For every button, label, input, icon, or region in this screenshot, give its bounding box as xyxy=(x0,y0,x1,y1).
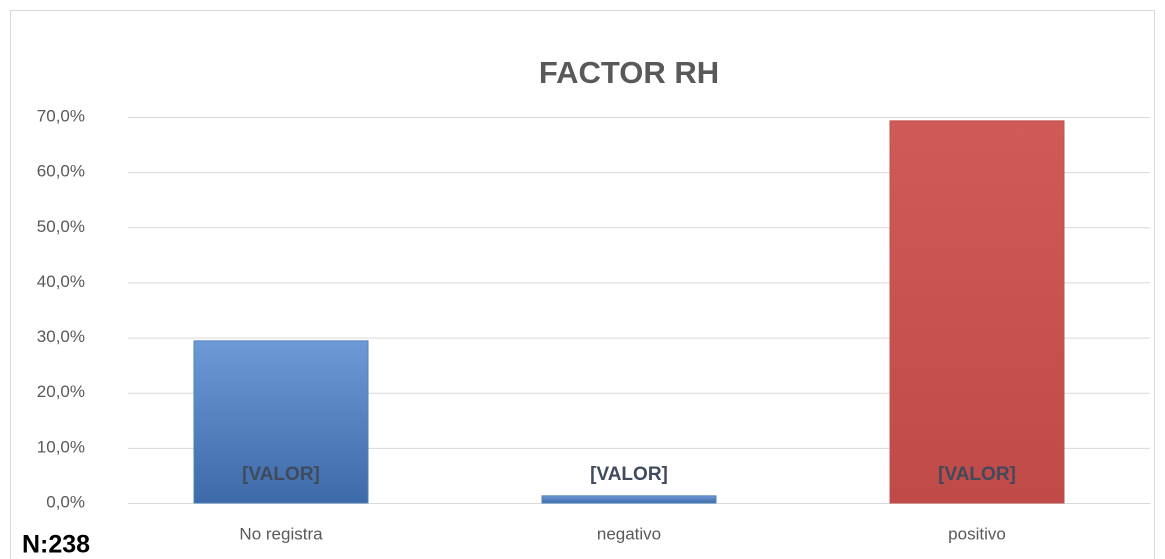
y-tick-label: 50,0% xyxy=(37,217,85,236)
y-tick-label: 60,0% xyxy=(37,162,85,181)
y-tick-label: 0,0% xyxy=(46,492,85,511)
bar xyxy=(889,120,1065,504)
x-tick-label: negativo xyxy=(597,524,661,543)
bar xyxy=(541,495,717,504)
y-tick-label: 70,0% xyxy=(37,106,85,125)
y-tick-label: 20,0% xyxy=(37,382,85,401)
data-label: [VALOR] xyxy=(590,464,668,485)
y-tick-label: 40,0% xyxy=(37,272,85,291)
x-tick-label: No registra xyxy=(239,524,323,543)
data-label: [VALOR] xyxy=(242,464,320,485)
bar xyxy=(193,340,369,504)
y-tick-label: 30,0% xyxy=(37,327,85,346)
y-tick-label: 10,0% xyxy=(37,437,85,456)
annotation: N:238 xyxy=(22,531,90,559)
data-label: [VALOR] xyxy=(938,464,1016,485)
chart-title: FACTOR RH xyxy=(539,55,719,90)
x-tick-label: positivo xyxy=(948,524,1006,543)
